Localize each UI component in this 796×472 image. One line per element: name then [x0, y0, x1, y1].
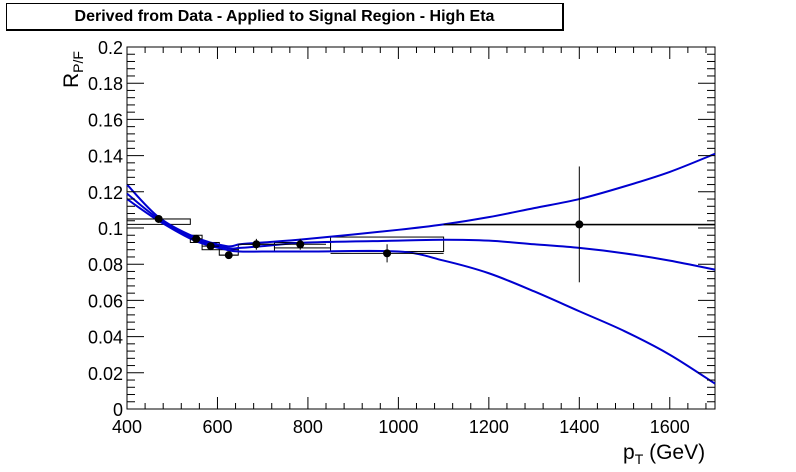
- fit-curve-0: [126, 152, 716, 248]
- data-point: [206, 242, 215, 251]
- fit-curve-2: [126, 198, 716, 385]
- data-point: [224, 251, 233, 260]
- y-tick-label: 0.1: [98, 219, 123, 239]
- y-tick-label: 0.16: [88, 110, 123, 130]
- y-axis-title-sub: P/F: [70, 51, 86, 73]
- x-tick-label: 600: [202, 417, 232, 437]
- data-point: [252, 240, 261, 249]
- data-point: [296, 240, 305, 249]
- x-tick-label: 800: [293, 417, 323, 437]
- chart-title: Derived from Data - Applied to Signal Re…: [74, 7, 495, 25]
- x-tick-label: 1000: [378, 417, 418, 437]
- y-axis-title-main: R: [60, 73, 83, 88]
- x-axis-title: pT (GeV): [623, 441, 705, 467]
- y-tick-label: 0.02: [88, 364, 123, 384]
- chart-title-box: Derived from Data - Applied to Signal Re…: [6, 3, 564, 31]
- x-tick-label: 1600: [650, 417, 690, 437]
- data-point: [575, 220, 584, 229]
- x-tick-label: 1400: [559, 417, 599, 437]
- y-tick-label: 0.08: [88, 255, 123, 275]
- y-tick-label: 0.12: [88, 183, 123, 203]
- y-tick-label: 0: [113, 400, 123, 420]
- y-tick-label: 0.18: [88, 74, 123, 94]
- x-axis-title-unit: (GeV): [643, 441, 705, 464]
- y-axis-title: RP/F: [60, 51, 86, 88]
- data-point: [154, 214, 163, 223]
- x-axis-title-sub: T: [635, 451, 644, 467]
- y-tick-label: 0.14: [88, 147, 123, 167]
- y-tick-label: 0.04: [88, 328, 123, 348]
- y-tick-label: 0.06: [88, 291, 123, 311]
- data-point: [192, 234, 201, 243]
- data-point: [383, 249, 392, 258]
- x-tick-label: 400: [112, 417, 142, 437]
- y-tick-label: 0.2: [98, 38, 123, 58]
- x-axis-title-main: p: [623, 441, 635, 464]
- x-tick-label: 1200: [469, 417, 509, 437]
- fit-curve-1: [126, 192, 716, 271]
